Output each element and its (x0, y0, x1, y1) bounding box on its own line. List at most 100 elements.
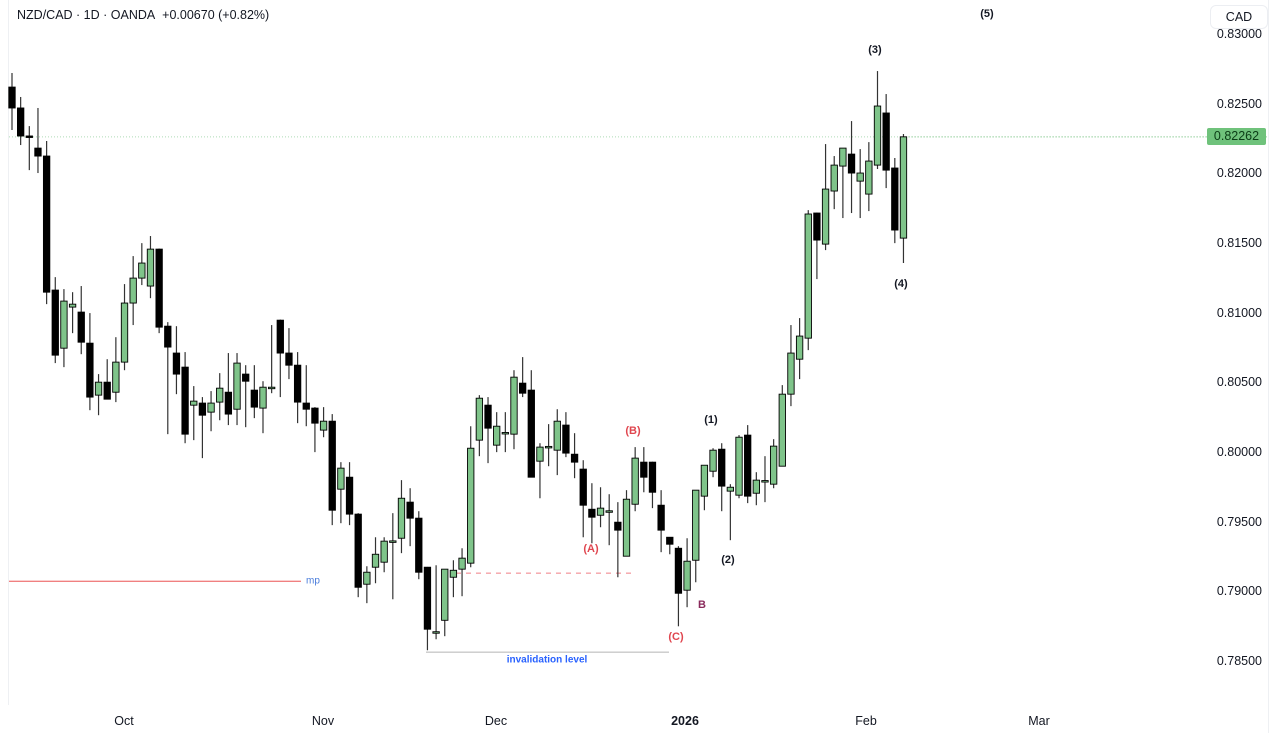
candle-body (276, 319, 284, 354)
candle-body (778, 393, 786, 467)
candle-body (579, 468, 587, 506)
time-tick-label: Feb (855, 714, 877, 728)
candle (769, 439, 778, 489)
candle-body (432, 631, 440, 634)
candle (544, 424, 553, 467)
candle (441, 568, 449, 637)
candle (415, 511, 423, 580)
candle-body (328, 420, 336, 511)
wave-label-2[interactable]: (2) (721, 554, 735, 566)
candle-body (795, 335, 804, 360)
candle-body (666, 536, 674, 545)
wave-label-5[interactable]: (5) (980, 8, 994, 20)
candle (328, 414, 336, 526)
candle-body (493, 425, 501, 446)
candle (795, 318, 804, 380)
candle (735, 435, 743, 499)
candle-body (285, 352, 293, 366)
candle-body (224, 391, 233, 415)
candle-body (94, 381, 103, 396)
candle-body (847, 153, 856, 174)
wave-label-1[interactable]: (1) (704, 414, 718, 426)
candle (25, 126, 33, 171)
candle-body (181, 366, 189, 435)
candle (726, 484, 735, 541)
price-tick-label: 0.79000 (1216, 584, 1262, 599)
candle-body (449, 569, 458, 578)
candle (873, 71, 882, 170)
candle-body (605, 510, 613, 513)
candle-body (319, 420, 328, 431)
candle (562, 412, 570, 458)
candle-body (293, 364, 302, 403)
candle-body (821, 188, 830, 245)
candle (190, 386, 198, 441)
symbol[interactable]: NZD/CAD (17, 8, 73, 22)
candle-body (380, 540, 388, 563)
candle (596, 487, 605, 528)
candle-body (250, 389, 258, 408)
candle (588, 483, 596, 544)
candle (224, 353, 233, 426)
candle (648, 461, 657, 509)
candle-body (562, 424, 570, 454)
candle-body (172, 352, 181, 375)
candle (518, 357, 527, 398)
candle (467, 426, 475, 568)
candle-body (622, 498, 631, 557)
candle (501, 412, 509, 453)
candle-body (752, 479, 760, 494)
mp-line-label[interactable]: mp (306, 575, 320, 587)
candle-body (700, 464, 709, 497)
candle (761, 456, 769, 503)
time-tick-label: 2026 (671, 714, 699, 728)
data-source: OANDA (110, 8, 156, 22)
candle (709, 448, 717, 478)
last-price-label: 0.82262 (1207, 128, 1266, 145)
wave-label-c-corrective[interactable]: (C) (668, 631, 684, 643)
time-tick-label: Mar (1028, 714, 1050, 728)
candle-body (51, 289, 59, 356)
candle (640, 447, 648, 493)
wave-label-3[interactable]: (3) (868, 44, 882, 56)
wave-label-a-corrective[interactable]: (A) (583, 543, 599, 555)
candle-body (337, 467, 345, 490)
candle (510, 370, 518, 450)
candle-body (68, 303, 77, 308)
candle (129, 256, 137, 326)
candle (475, 395, 484, 457)
candle-body (415, 517, 423, 573)
candle-body (60, 300, 68, 349)
candle-body (544, 445, 553, 449)
candle (666, 536, 674, 555)
candle-body (17, 107, 25, 137)
candle (363, 566, 371, 604)
candle (216, 373, 224, 421)
candle-body (233, 362, 241, 410)
invalidation-level-label[interactable]: invalidation level (506, 654, 588, 666)
candle (112, 337, 120, 403)
candle (164, 322, 172, 435)
wave-label-b-small[interactable]: B (698, 599, 706, 611)
candle-body (103, 381, 111, 400)
wave-label-b-corrective[interactable]: (B) (625, 425, 641, 437)
candle-body (891, 167, 899, 231)
time-tick-label: Dec (484, 714, 508, 728)
candle (847, 121, 856, 214)
time-tick-label: Nov (311, 714, 335, 728)
candle-body (570, 453, 579, 463)
candle-body (744, 434, 752, 497)
candle-body (510, 376, 518, 435)
candle-body (198, 402, 207, 416)
candle (250, 365, 258, 419)
price-tick-label: 0.80000 (1216, 444, 1262, 459)
candle (856, 149, 864, 219)
currency-button[interactable]: CAD (1210, 5, 1268, 29)
candle (605, 494, 613, 546)
candle-body (155, 248, 163, 328)
interval[interactable]: 1D (83, 8, 100, 22)
candle (17, 96, 25, 146)
candle (744, 425, 752, 504)
wave-label-4[interactable]: (4) (894, 278, 908, 290)
